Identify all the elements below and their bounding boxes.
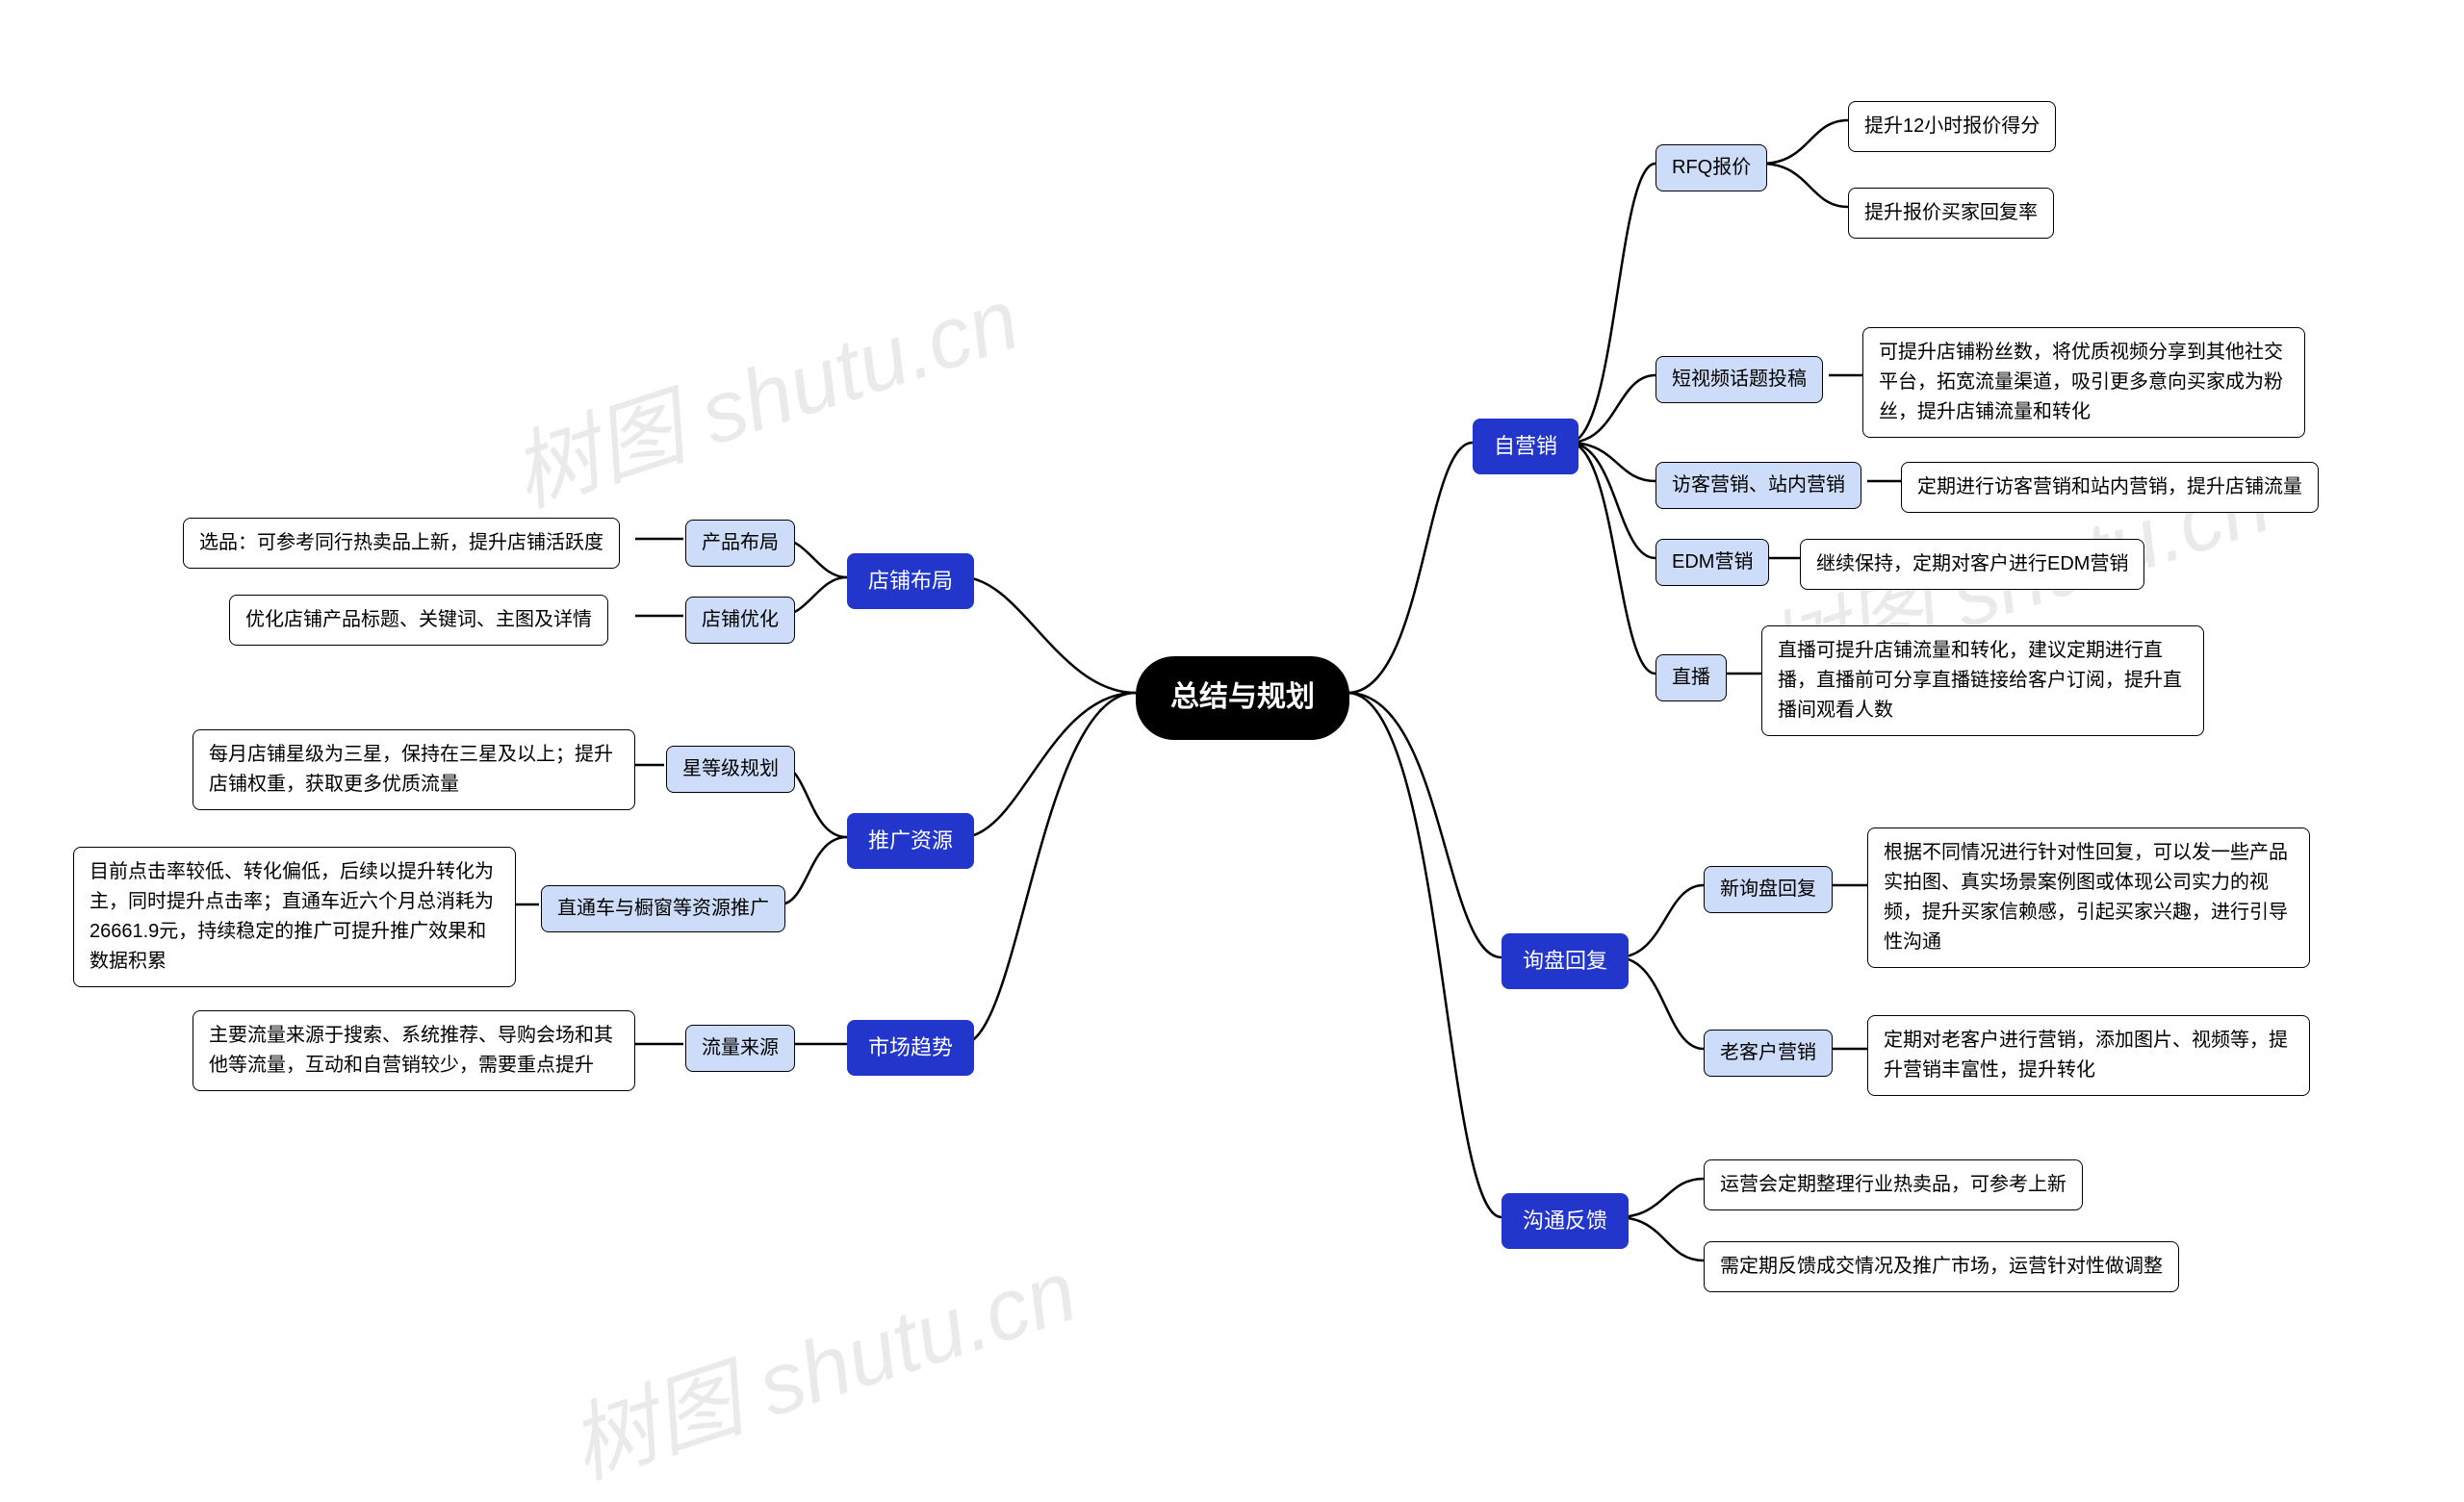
watermark: 树图 shutu.cn: [494, 249, 1032, 530]
watermark: 树图 shutu.cn: [552, 1221, 1090, 1502]
sub-video[interactable]: 短视频话题投稿: [1656, 356, 1823, 403]
leaf-rfq-1: 提升12小时报价得分: [1848, 101, 2056, 152]
leaf-feedback-1: 运营会定期整理行业热卖品，可参考上新: [1704, 1159, 2083, 1210]
leaf-video: 可提升店铺粉丝数，将优质视频分享到其他社交平台，拓宽流量渠道，吸引更多意向买家成…: [1862, 327, 2305, 438]
sub-traffic[interactable]: 流量来源: [685, 1025, 795, 1072]
leaf-live: 直播可提升店铺流量和转化，建议定期进行直播，直播前可分享直播链接给客户订阅，提升…: [1761, 625, 2204, 736]
leaf-edm: 继续保持，定期对客户进行EDM营销: [1800, 539, 2144, 590]
leaf-visitor: 定期进行访客营销和站内营销，提升店铺流量: [1901, 462, 2319, 513]
leaf-feedback-2: 需定期反馈成交情况及推广市场，运营针对性做调整: [1704, 1241, 2179, 1292]
leaf-star-plan: 每月店铺星级为三星，保持在三星及以上；提升店铺权重，获取更多优质流量: [192, 729, 635, 810]
sub-train[interactable]: 直通车与橱窗等资源推广: [541, 885, 785, 932]
leaf-traffic: 主要流量来源于搜索、系统推荐、导购会场和其他等流量，互动和自营销较少，需要重点提…: [192, 1010, 635, 1091]
leaf-store-optimize: 优化店铺产品标题、关键词、主图及详情: [229, 595, 608, 646]
sub-star-plan[interactable]: 星等级规划: [666, 746, 795, 793]
branch-store[interactable]: 店铺布局: [847, 553, 974, 609]
sub-rfq[interactable]: RFQ报价: [1656, 144, 1767, 191]
leaf-product-layout: 选品：可参考同行热卖品上新，提升店铺活跃度: [183, 518, 620, 569]
leaf-train: 目前点击率较低、转化偏低，后续以提升转化为主，同时提升点击率；直通车近六个月总消…: [73, 847, 516, 987]
branch-feedback[interactable]: 沟通反馈: [1502, 1193, 1629, 1249]
sub-product-layout[interactable]: 产品布局: [685, 520, 795, 567]
branch-inquiry[interactable]: 询盘回复: [1502, 933, 1629, 989]
leaf-rfq-2: 提升报价买家回复率: [1848, 188, 2054, 239]
leaf-new-inquiry: 根据不同情况进行针对性回复，可以发一些产品实拍图、真实场景案例图或体现公司实力的…: [1867, 827, 2310, 968]
branch-market[interactable]: 市场趋势: [847, 1020, 974, 1076]
leaf-old-customer: 定期对老客户进行营销，添加图片、视频等，提升营销丰富性，提升转化: [1867, 1015, 2310, 1096]
sub-new-inquiry[interactable]: 新询盘回复: [1704, 866, 1833, 913]
root-node[interactable]: 总结与规划: [1136, 656, 1349, 740]
sub-live[interactable]: 直播: [1656, 654, 1727, 701]
sub-old-customer[interactable]: 老客户营销: [1704, 1030, 1833, 1077]
branch-promo[interactable]: 推广资源: [847, 813, 974, 869]
sub-visitor[interactable]: 访客营销、站内营销: [1656, 462, 1861, 509]
sub-edm[interactable]: EDM营销: [1656, 539, 1769, 586]
branch-self-marketing[interactable]: 自营销: [1473, 419, 1578, 474]
sub-store-optimize[interactable]: 店铺优化: [685, 597, 795, 644]
